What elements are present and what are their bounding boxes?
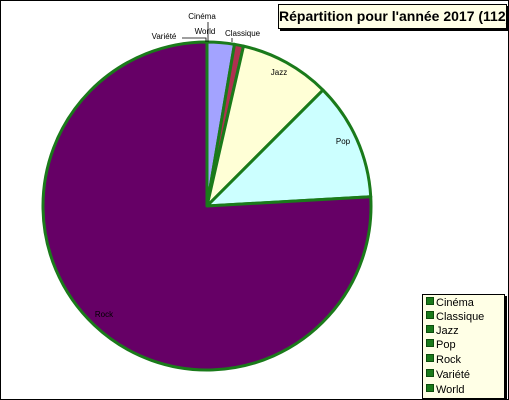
legend-label: Variété [436, 369, 471, 381]
legend-label: World [436, 384, 465, 396]
legend-swatch [426, 311, 434, 319]
legend-item: Rock [426, 353, 461, 367]
slice-label-cinéma: Cinéma [188, 12, 216, 21]
legend-label: Cinéma [436, 297, 474, 309]
pie-slices [41, 40, 373, 372]
legend-label: Pop [436, 339, 456, 351]
slice-label-rock: Rock [95, 310, 114, 319]
label-callouts [182, 22, 233, 42]
slice-label-world: World [195, 27, 216, 36]
slice-labels: Cinéma World Classique Jazz Pop Rock Variété [95, 12, 351, 319]
legend-swatch [426, 325, 434, 333]
legend-label: Jazz [436, 325, 459, 337]
slice-label-pop: Pop [336, 137, 351, 146]
slice-label-classique: Classique [225, 29, 261, 38]
legend-item: Jazz [426, 324, 459, 338]
pie-slice-rock [41, 40, 373, 372]
slice-label-variété: Variété [152, 32, 177, 41]
label-callout-line [182, 37, 207, 42]
chart-title: Répartition pour l'année 2017 (112) [278, 4, 509, 29]
legend-label: Classique [436, 311, 485, 323]
legend-swatch [426, 297, 434, 305]
legend-item: Variété [426, 368, 470, 382]
legend-item: World [426, 383, 465, 397]
legend-item: Pop [426, 338, 456, 352]
legend-swatch [426, 369, 434, 377]
legend-label: Rock [436, 354, 462, 366]
pie-slice-pop [205, 88, 373, 208]
legend-swatch [426, 384, 434, 392]
chart-legend: Cinéma Classique Jazz Pop Rock Variété W… [422, 294, 505, 399]
slice-label-jazz: Jazz [271, 68, 287, 77]
legend-swatch [426, 354, 434, 362]
legend-item: Classique [426, 310, 484, 324]
legend-swatch [426, 339, 434, 347]
pie-slice-jazz [205, 44, 325, 208]
legend-item: Cinéma [426, 296, 474, 310]
